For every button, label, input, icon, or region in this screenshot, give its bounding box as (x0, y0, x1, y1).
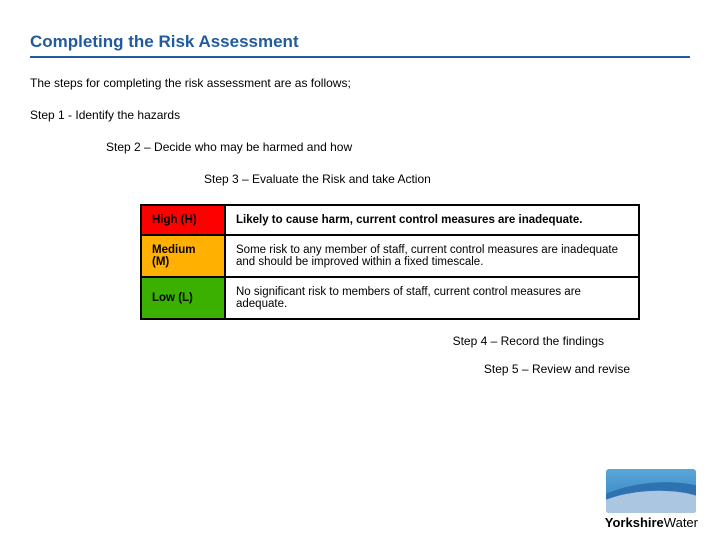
logo-graphic (606, 469, 696, 513)
step-2: Step 2 – Decide who may be harmed and ho… (106, 140, 690, 154)
risk-table: High (H) Likely to cause harm, current c… (140, 204, 640, 320)
risk-level-medium: Medium (M) (141, 235, 225, 277)
risk-level-low: Low (L) (141, 277, 225, 319)
logo-text-bold: Yorkshire (605, 515, 664, 530)
step-5: Step 5 – Review and revise (30, 362, 630, 376)
table-row: High (H) Likely to cause harm, current c… (141, 205, 639, 235)
table-row: Low (L) No significant risk to members o… (141, 277, 639, 319)
risk-desc-medium: Some risk to any member of staff, curren… (225, 235, 639, 277)
risk-desc-high-text: Likely to cause harm, current control me… (236, 214, 582, 226)
brand-logo: YorkshireWater (605, 469, 698, 530)
step-3: Step 3 – Evaluate the Risk and take Acti… (204, 172, 690, 186)
risk-level-high: High (H) (141, 205, 225, 235)
intro-text: The steps for completing the risk assess… (30, 76, 690, 90)
logo-text-light: Water (664, 515, 698, 530)
table-row: Medium (M) Some risk to any member of st… (141, 235, 639, 277)
step-1: Step 1 - Identify the hazards (30, 108, 690, 122)
logo-text: YorkshireWater (605, 515, 698, 530)
risk-desc-low: No significant risk to members of staff,… (225, 277, 639, 319)
risk-desc-high: Likely to cause harm, current control me… (225, 205, 639, 235)
step-4: Step 4 – Record the findings (30, 334, 604, 348)
page-title: Completing the Risk Assessment (30, 32, 690, 58)
